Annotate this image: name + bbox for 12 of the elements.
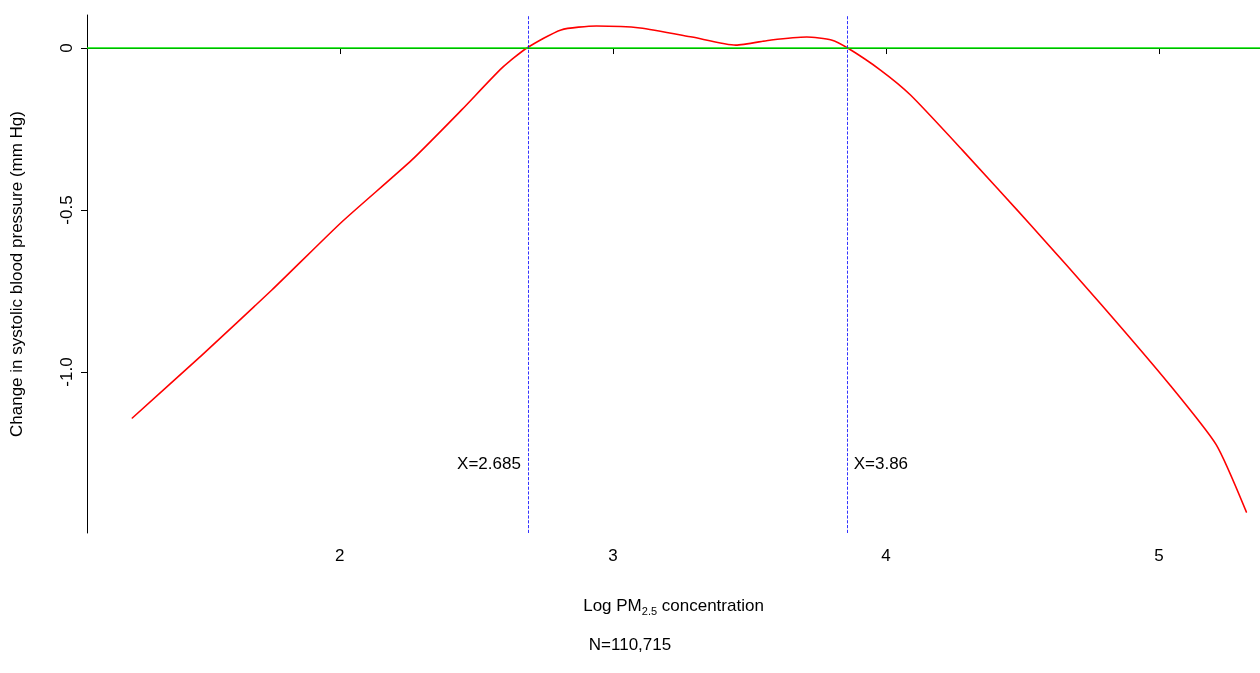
y-tick-label: -0.5 bbox=[57, 195, 76, 225]
y-tick-label: -1.0 bbox=[57, 357, 76, 387]
ref-line-label: X=3.86 bbox=[853, 454, 909, 473]
text: N=110,715 bbox=[588, 635, 672, 654]
ref-line-label: X=2.685 bbox=[457, 454, 521, 473]
x-tick-label: 2 bbox=[335, 546, 345, 565]
line-series bbox=[131, 25, 1248, 513]
x-tick-label: 3 bbox=[608, 546, 618, 565]
x-tick-label: 4 bbox=[881, 546, 891, 565]
x-tick-label: 5 bbox=[1154, 546, 1164, 565]
y-axis-title: Change in systolic blood pressure (mm Hg) bbox=[7, 111, 26, 437]
y-tick-label: 0 bbox=[57, 43, 76, 53]
